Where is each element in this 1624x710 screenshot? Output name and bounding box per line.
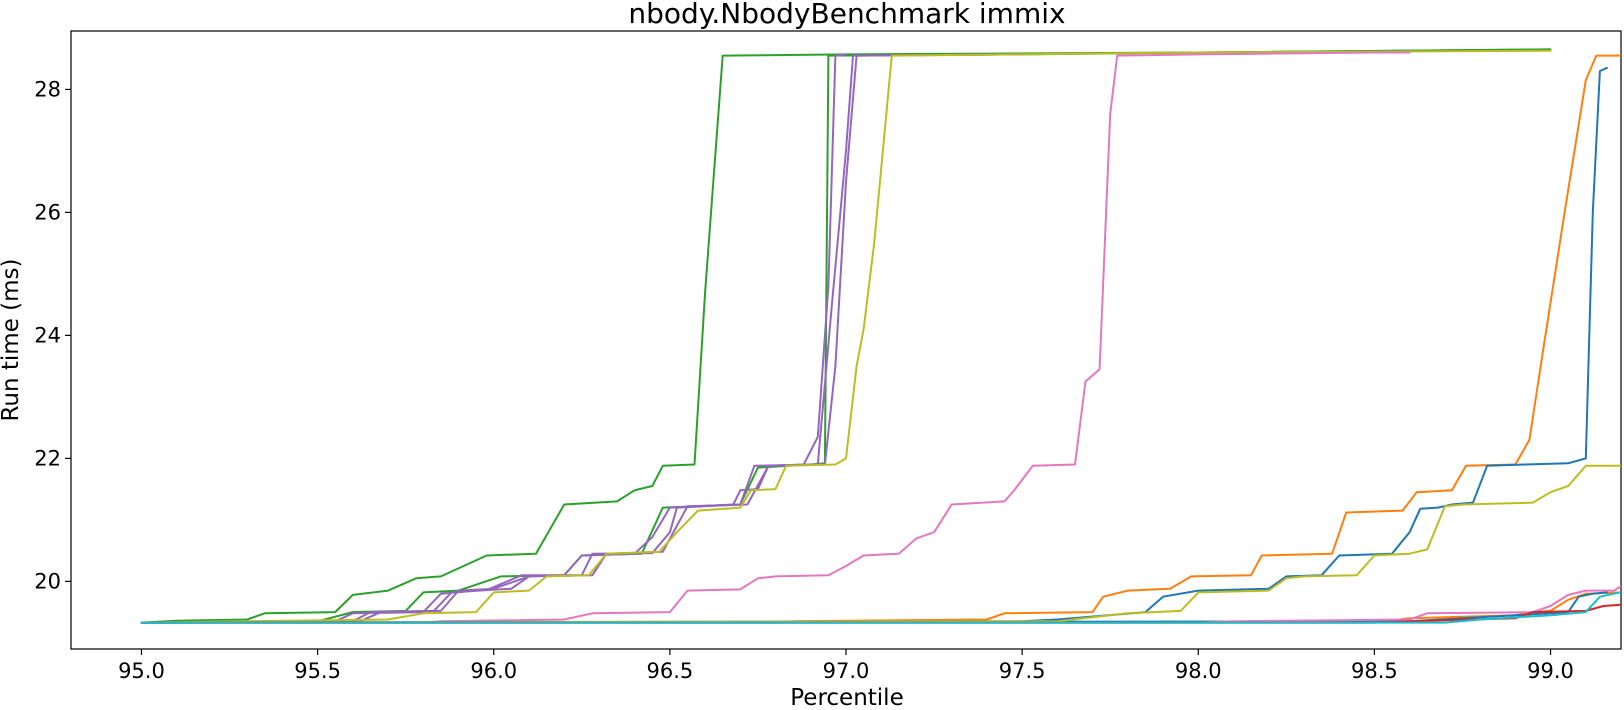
series-line-13 (140, 585, 1621, 624)
x-tick-label: 99.0 (1527, 659, 1574, 683)
x-tick-label: 96.0 (470, 659, 517, 683)
x-tick-label: 96.5 (646, 659, 693, 683)
series-line-8 (140, 54, 1621, 624)
y-tick-label: 26 (34, 200, 61, 224)
x-tick-label: 95.5 (294, 659, 341, 683)
y-axis: 20 22 24 26 28 (34, 77, 71, 593)
series-line-10 (140, 66, 1608, 624)
series-line-15 (140, 591, 1621, 624)
x-tick-label: 98.5 (1351, 659, 1398, 683)
x-axis-label: Percentile (790, 685, 903, 710)
y-tick-label: 24 (34, 323, 61, 347)
y-tick-label: 28 (34, 77, 61, 101)
series-line-1 (140, 48, 1552, 624)
series-line-6 (140, 49, 1552, 624)
plot-frame (70, 30, 1622, 650)
y-tick-label: 22 (34, 446, 61, 470)
x-tick-label: 97.0 (823, 659, 870, 683)
series-line-5 (140, 53, 1024, 624)
series-line-7 (140, 51, 1411, 624)
series-layer (140, 48, 1621, 624)
x-tick-label: 98.0 (1175, 659, 1222, 683)
y-tick-label: 20 (34, 569, 61, 593)
series-line-9 (140, 591, 1621, 624)
x-tick-label: 97.5 (999, 659, 1046, 683)
series-line-3 (140, 53, 847, 624)
x-tick-label: 95.0 (118, 659, 165, 683)
series-line-2 (140, 48, 1552, 624)
chart-title: nbody.NbodyBenchmark immix (628, 0, 1065, 30)
series-line-12 (140, 464, 1621, 624)
series-line-11 (140, 591, 1608, 624)
series-line-4 (140, 53, 1024, 624)
y-axis-label: Run time (ms) (0, 258, 24, 421)
x-axis: 95.0 95.5 96.0 96.5 97.0 97.5 98.0 98.5 99.0 (118, 649, 1574, 683)
